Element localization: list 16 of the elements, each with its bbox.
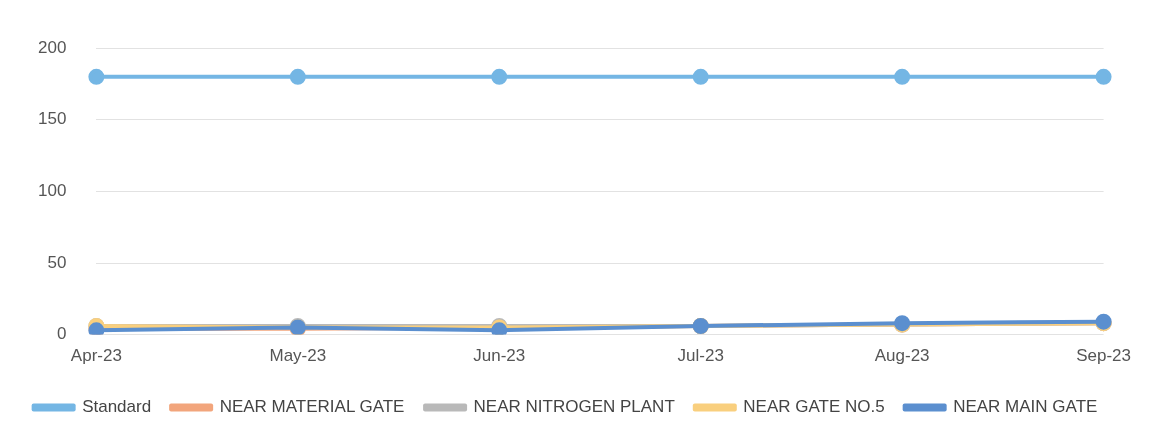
y-tick-label: 100	[37, 181, 67, 201]
y-tick-label: 0	[56, 324, 67, 344]
x-tick-label: Aug-23	[874, 346, 930, 366]
x-tick-label: May-23	[269, 346, 327, 366]
legend-label: NEAR NITROGEN PLANT	[473, 397, 675, 417]
legend-label: NEAR MATERIAL GATE	[219, 397, 405, 417]
x-tick-label: Sep-23	[1076, 346, 1131, 366]
x-tick-label: Jul-23	[677, 346, 724, 366]
legend-label: NEAR GATE NO.5	[743, 397, 885, 417]
x-tick-label: Apr-23	[70, 346, 122, 366]
x-tick-label: Jun-23	[473, 346, 526, 366]
y-tick-label: 200	[37, 37, 67, 57]
legend-label: NEAR MAIN GATE	[953, 397, 1098, 417]
y-tick-label: 150	[37, 109, 67, 129]
legend-label: Standard	[82, 397, 152, 417]
y-tick-label: 50	[47, 252, 67, 272]
